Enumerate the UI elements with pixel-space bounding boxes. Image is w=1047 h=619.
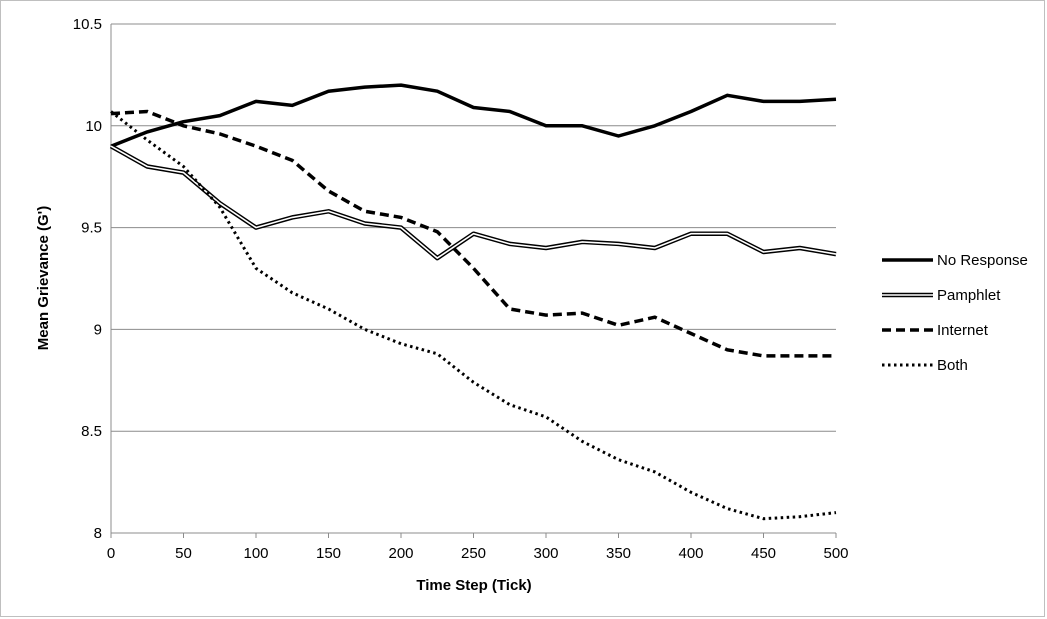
x-tick-label: 250 bbox=[461, 545, 486, 562]
x-tick-label: 450 bbox=[751, 545, 776, 562]
legend-label: Pamphlet bbox=[937, 287, 1001, 304]
legend-label: Both bbox=[937, 357, 968, 374]
x-tick-label: 0 bbox=[107, 545, 115, 562]
series-line-no-response bbox=[110, 83, 837, 148]
series-lines bbox=[109, 83, 837, 521]
x-tick-label: 200 bbox=[388, 545, 413, 562]
y-tick-label: 9.5 bbox=[81, 220, 102, 237]
x-tick-label: 150 bbox=[316, 545, 341, 562]
series-line-internet bbox=[110, 109, 836, 358]
series-line-both bbox=[110, 110, 837, 521]
y-axis-title: Mean Grievance (G') bbox=[35, 206, 52, 350]
y-tick-label: 10.5 bbox=[73, 16, 102, 33]
x-tick-label: 50 bbox=[175, 545, 192, 562]
gridlines bbox=[111, 23, 836, 432]
x-axis-title: Time Step (Tick) bbox=[416, 577, 531, 594]
axes bbox=[110, 24, 837, 538]
y-tick-labels: 8 8.5 9 9.5 10 10.5 bbox=[73, 16, 102, 542]
legend-item: No Response bbox=[882, 252, 1028, 269]
x-tick-label: 300 bbox=[533, 545, 558, 562]
legend-item: Pamphlet bbox=[882, 287, 1001, 304]
legend-label: No Response bbox=[937, 252, 1028, 269]
y-tick-label: 8.5 bbox=[81, 423, 102, 440]
x-tick-label: 500 bbox=[823, 545, 848, 562]
x-tick-labels: 0 50 100 150 200 250 300 350 400 450 500 bbox=[107, 545, 849, 562]
y-tick-label: 9 bbox=[94, 321, 102, 338]
legend-label: Internet bbox=[937, 322, 989, 339]
y-tick-label: 8 bbox=[94, 525, 102, 542]
x-tick-label: 350 bbox=[606, 545, 631, 562]
series-line-pamphlet-inner bbox=[110, 145, 837, 259]
legend: No Response Pamphlet Internet Both bbox=[882, 252, 1028, 374]
y-tick-label: 10 bbox=[85, 118, 102, 135]
x-tick-label: 400 bbox=[678, 545, 703, 562]
x-tick-label: 100 bbox=[243, 545, 268, 562]
legend-item: Both bbox=[882, 357, 968, 374]
legend-item: Internet bbox=[882, 322, 989, 339]
